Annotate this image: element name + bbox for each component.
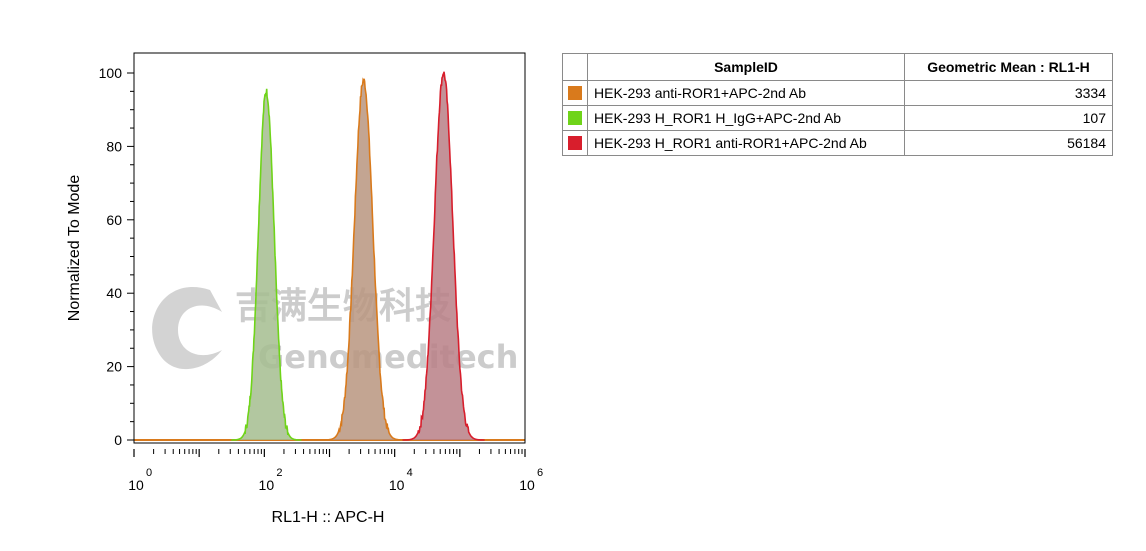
x-axis-title: RL1-H :: APC-H — [272, 509, 385, 526]
geometric-mean-cell: 107 — [904, 105, 1113, 131]
sample-id-column-header: SampleID — [587, 53, 905, 81]
plot-area — [134, 71, 525, 441]
sample-id-cell: HEK-293 H_ROR1 anti-ROR1+APC-2nd Ab — [587, 130, 905, 156]
color-column-header — [562, 53, 588, 81]
y-tick-label: 60 — [106, 212, 122, 228]
x-tick-label: 10 — [519, 477, 535, 493]
histogram-fill-series-3 — [402, 71, 485, 440]
geometric-mean-cell: 56184 — [904, 130, 1113, 156]
watermark: 吉满生物科技 Genomeditech — [152, 286, 518, 376]
geometric-mean-column-header: Geometric Mean : RL1-H — [904, 53, 1113, 81]
geometric-mean-cell: 3334 — [904, 80, 1113, 106]
statistics-table: SampleID Geometric Mean : RL1-H HEK-293 … — [562, 53, 1113, 156]
series-color-swatch — [568, 111, 582, 125]
x-tick-exponent: 6 — [537, 467, 543, 479]
y-tick-label: 0 — [114, 432, 122, 448]
plot-frame — [133, 52, 526, 444]
x-tick-label: 10 — [389, 477, 405, 493]
histogram-line-series-2 — [231, 88, 302, 441]
watermark-logo — [152, 287, 222, 370]
watermark-english: Genomeditech — [258, 338, 518, 376]
sample-id-cell: HEK-293 H_ROR1 H_IgG+APC-2nd Ab — [587, 105, 905, 131]
x-tick-exponent: 0 — [146, 467, 152, 479]
table-row: HEK-293 H_ROR1 anti-ROR1+APC-2nd Ab 5618… — [562, 130, 1113, 156]
y-tick-label: 100 — [99, 65, 123, 81]
table-row: HEK-293 anti-ROR1+APC-2nd Ab 3334 — [562, 80, 1113, 106]
histogram-fill-series-1 — [322, 78, 405, 441]
table-row: HEK-293 H_ROR1 H_IgG+APC-2nd Ab 107 — [562, 105, 1113, 131]
y-tick-label: 40 — [106, 285, 122, 301]
table-header-row: SampleID Geometric Mean : RL1-H — [562, 53, 1113, 81]
y-axis-title: Normalized To Mode — [66, 175, 83, 322]
sample-id-cell: HEK-293 anti-ROR1+APC-2nd Ab — [587, 80, 905, 106]
x-tick-label: 10 — [128, 477, 144, 493]
y-tick-label: 20 — [106, 359, 122, 375]
x-tick-exponent: 4 — [407, 467, 413, 479]
series-color-swatch — [568, 136, 582, 150]
series-color-swatch — [568, 86, 582, 100]
x-tick-label: 10 — [259, 477, 275, 493]
x-tick-exponent: 2 — [276, 467, 282, 479]
histogram-fill-series-2 — [231, 88, 302, 441]
histogram-line-series-1 — [322, 77, 405, 441]
y-tick-label: 80 — [106, 138, 122, 154]
histogram-line-series-3 — [402, 71, 485, 441]
